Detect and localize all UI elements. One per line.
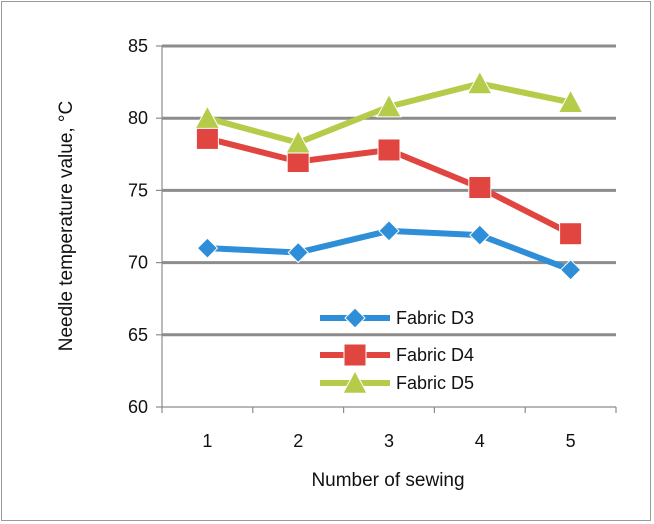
point-fabric-d4-3: [377, 138, 401, 162]
point-fabric-d3-3: [378, 220, 400, 242]
series-layer: [194, 70, 584, 281]
x-tick-label: 4: [475, 431, 485, 451]
point-fabric-d3-5: [559, 259, 582, 281]
legend-label-fabric-d5: Fabric D5: [396, 373, 474, 393]
x-tick-label: 3: [384, 431, 394, 451]
y-tick-label: 85: [128, 36, 148, 56]
point-fabric-d5-5: [557, 89, 584, 114]
gridlines: [156, 44, 617, 413]
point-fabric-d4-2: [286, 150, 310, 174]
point-fabric-d4-5: [559, 222, 583, 246]
point-fabric-d4-4: [468, 176, 492, 200]
legend-marker-fabric-d4: [343, 343, 367, 367]
x-tick-label: 2: [293, 431, 303, 451]
y-tick-label: 75: [128, 180, 148, 200]
y-tick-labels: 60 65 70 75 80 85: [128, 36, 148, 417]
y-tick-label: 80: [128, 108, 148, 128]
legend: Fabric D3 Fabric D4 Fabric D5: [320, 307, 474, 394]
x-tick-label: 5: [566, 431, 576, 451]
y-tick-label: 70: [128, 253, 148, 273]
legend-label-fabric-d4: Fabric D4: [396, 345, 474, 365]
point-fabric-d4-1: [195, 126, 219, 150]
legend-label-fabric-d3: Fabric D3: [396, 308, 474, 328]
y-tick-label: 60: [128, 397, 148, 417]
y-axis-title: Needle temperature value, °C: [56, 101, 77, 352]
point-fabric-d5-4: [466, 70, 493, 95]
x-tick-label: 1: [202, 431, 212, 451]
x-tick-labels: 1 2 3 4 5: [202, 431, 575, 451]
point-fabric-d5-1: [194, 105, 221, 129]
y-tick-label: 65: [128, 325, 148, 345]
point-fabric-d5-3: [376, 93, 402, 118]
legend-marker-fabric-d3: [344, 307, 366, 329]
legend-marker-fabric-d5: [342, 369, 368, 394]
point-fabric-d3-1: [196, 237, 219, 259]
x-axis-title: Number of sewing: [311, 470, 464, 491]
point-fabric-d3-4: [469, 224, 491, 246]
point-fabric-d3-2: [287, 241, 309, 264]
point-fabric-d5-2: [285, 129, 312, 154]
